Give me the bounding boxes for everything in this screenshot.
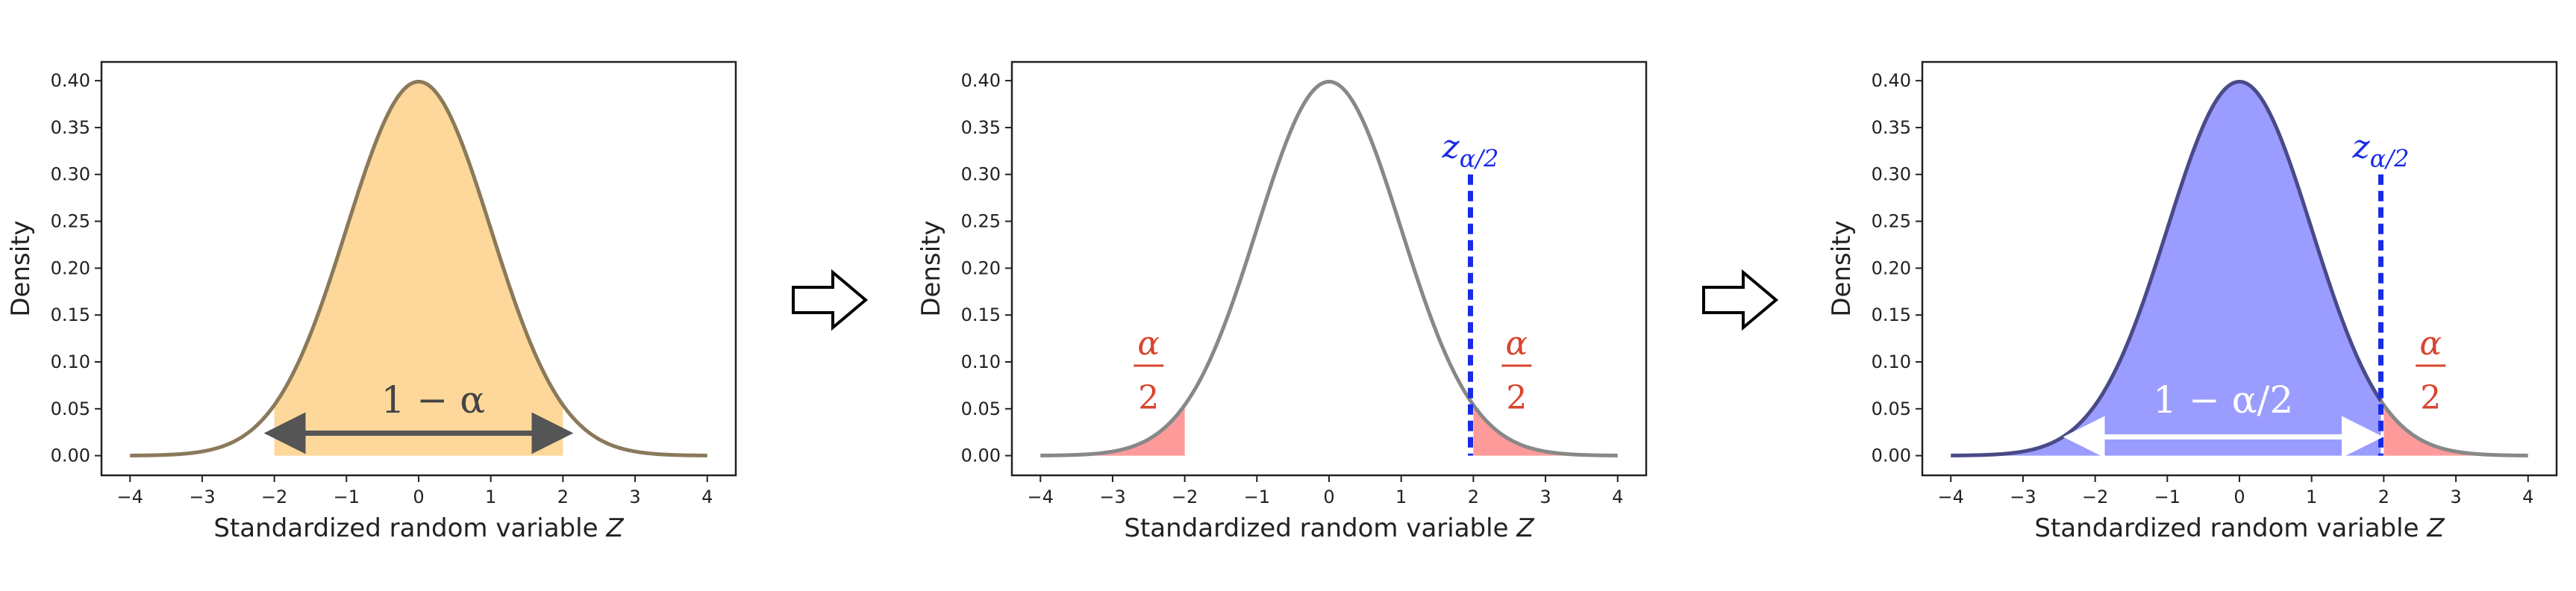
x-tick-label: −1 [2154,487,2180,507]
y-axis-label: Density [916,220,946,316]
density-curve [1951,79,2383,457]
y-tick-label: 0.25 [51,211,90,232]
tail-label-numerator: α [1506,325,1528,363]
x-tick-label: −4 [1938,487,1964,507]
y-tick-label: 0.25 [961,211,1001,232]
x-tick-label: −1 [1244,487,1270,507]
chart-panel-3: zα/2 1 − α/2 α 2 −4 −3 −2 −1 0 1 2 3 4 0.00 0.05 0.10 0.… [1827,60,2558,543]
y-tick-label: 0.40 [961,70,1001,91]
y-axis-label: Density [6,220,36,316]
x-tick-label: 0 [1323,487,1334,507]
plot-frame [1010,60,1648,477]
shaded-left-tail [1040,404,1185,456]
y-tick-label: 0.10 [51,351,90,372]
x-tick-label: 3 [629,487,640,507]
shaded-right-tail [1473,404,1618,456]
interval-annotation: 1 − α [381,378,485,422]
x-tick-label: −3 [1099,487,1125,507]
y-tick-label: 0.05 [1872,398,1911,419]
y-tick-label: 0.05 [51,398,90,419]
tail-label-denominator: 2 [1506,379,1527,417]
x-axis-label: Standardized random variable Z [1124,513,1534,543]
x-tick-label: 2 [557,487,569,507]
x-tick-label: −1 [334,487,360,507]
y-tick-label: 0.15 [51,304,90,325]
x-tick-label: 1 [2306,487,2317,507]
y-tick-label: 0.00 [1872,445,1911,466]
x-tick-label: 1 [1395,487,1407,507]
y-tick-label: 0.05 [961,398,1001,419]
y-tick-label: 0.40 [51,70,90,91]
y-tick-label: 0.10 [1872,351,1911,372]
interval-annotation: 1 − α/2 [2153,378,2293,422]
x-tick-label: 0 [413,487,424,507]
x-tick-label: −3 [2010,487,2036,507]
density-curve [130,79,707,457]
x-tick-label: 2 [2378,487,2389,507]
shaded-right-tail [2383,404,2528,456]
y-tick-label: 0.10 [961,351,1001,372]
next-arrow-icon [792,269,869,331]
y-tick-label: 0.00 [961,445,1001,466]
y-tick-label: 0.15 [961,304,1001,325]
x-tick-label: −2 [1172,487,1198,507]
tail-label-denominator: 2 [2420,379,2441,417]
x-tick-label: −4 [117,487,143,507]
x-tick-label: −2 [261,487,287,507]
x-tick-label: 0 [2233,487,2245,507]
y-tick-label: 0.30 [1872,164,1911,185]
tail-label-numerator: α [1137,325,1160,363]
density-curve [2379,399,2528,457]
tail-label-numerator: α [2419,325,2442,363]
x-tick-label: −4 [1028,487,1054,507]
y-tick-label: 0.30 [51,164,90,185]
x-tick-label: 3 [2450,487,2461,507]
x-tick-label: −2 [2082,487,2108,507]
x-tick-label: 2 [1468,487,1479,507]
x-tick-label: 1 [485,487,496,507]
critical-value-label: zα/2 [1442,128,1499,173]
tail-label-denominator: 2 [1138,379,1159,417]
x-tick-label: −3 [189,487,215,507]
y-tick-label: 0.35 [961,117,1001,138]
y-tick-label: 0.35 [1872,117,1911,138]
x-axis-label: Standardized random variable Z [213,513,624,543]
shaded-left-area [1951,81,2381,456]
x-tick-label: 4 [701,487,713,507]
y-tick-label: 0.40 [1872,70,1911,91]
density-curve [1040,79,1618,457]
x-tick-label: 4 [2522,487,2533,507]
y-tick-label: 0.25 [1872,211,1911,232]
x-tick-label: 4 [1612,487,1623,507]
y-tick-label: 0.00 [51,445,90,466]
y-axis-label: Density [1827,220,1857,316]
y-tick-label: 0.15 [1872,304,1911,325]
next-arrow-icon [1702,269,1779,331]
x-tick-label: 3 [1539,487,1551,507]
y-tick-label: 0.20 [51,257,90,278]
chart-panel-2: zα/2 α 2 α 2 −4 −3 −2 −1 0 1 2 3 4 0.00 0.05 0.10 0.15 0.2… [916,60,1648,543]
y-tick-label: 0.20 [1872,257,1911,278]
x-axis-label: Standardized random variable Z [2034,513,2445,543]
y-tick-label: 0.20 [961,257,1001,278]
critical-value-label: zα/2 [2352,128,2410,173]
shaded-central-area [274,81,563,456]
y-tick-label: 0.35 [51,117,90,138]
chart-panel-1: 1 − α −4 −3 −2 −1 0 1 2 3 4 0.00 0.05 0.10 0.15 0.20 0.… [6,60,737,543]
y-tick-label: 0.30 [961,164,1001,185]
